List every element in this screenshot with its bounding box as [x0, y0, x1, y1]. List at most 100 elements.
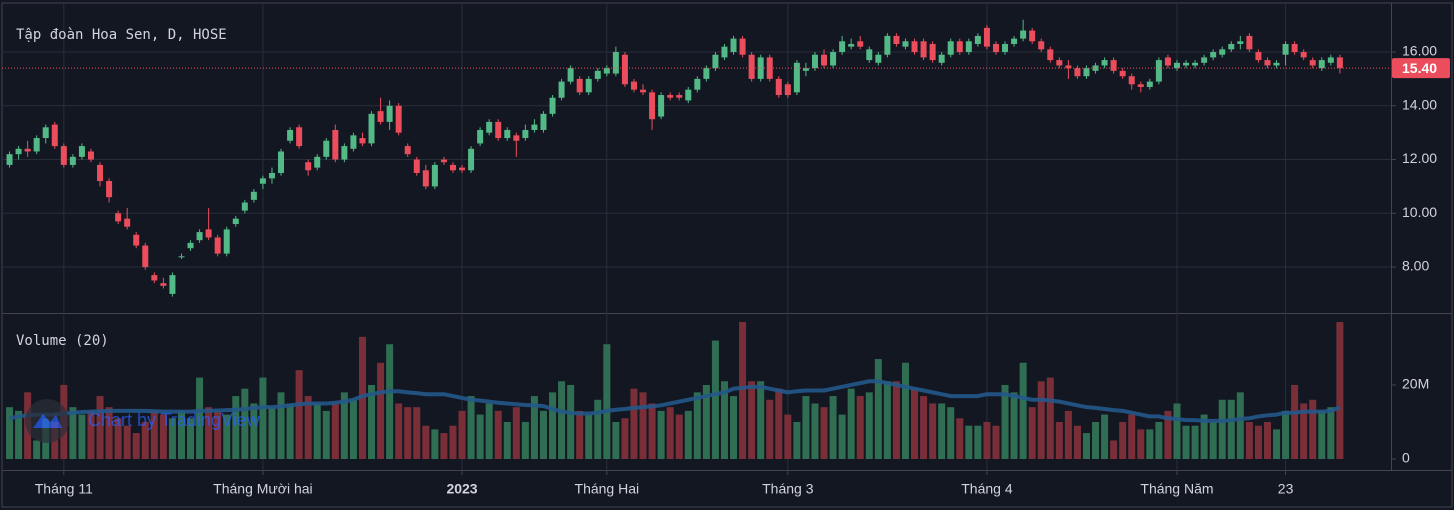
- volume-bar: [956, 418, 964, 459]
- candle-body: [232, 218, 239, 225]
- candle-body: [1002, 43, 1009, 53]
- volume-bar: [168, 418, 176, 459]
- x-tick-label: Tháng 11: [35, 481, 93, 497]
- candle-body: [223, 229, 230, 254]
- volume-bar: [1101, 414, 1109, 459]
- volume-bar: [1064, 410, 1072, 459]
- volume-bar: [549, 392, 557, 459]
- x-tick-label: Tháng Mười hai: [213, 481, 312, 497]
- candle-body: [929, 43, 936, 61]
- candle-body: [24, 148, 31, 152]
- volume-bar: [911, 388, 919, 459]
- volume-bar: [766, 399, 774, 459]
- volume-bar: [585, 414, 593, 459]
- candle-body: [314, 156, 321, 168]
- candle-body: [821, 54, 828, 66]
- candle-body: [1128, 76, 1135, 85]
- volume-bar: [232, 396, 240, 459]
- y2-tick-label: 20M: [1402, 376, 1429, 392]
- candle-body: [1119, 70, 1126, 77]
- candle-body: [830, 52, 837, 66]
- volume-bar: [15, 410, 23, 459]
- volume-bar: [684, 410, 692, 459]
- candle-body: [1219, 49, 1226, 55]
- volume-bar: [1209, 421, 1217, 459]
- volume-bar: [395, 403, 403, 459]
- volume-bar: [503, 421, 511, 459]
- candle-body: [1264, 60, 1271, 66]
- volume-bar: [1282, 410, 1290, 459]
- candle-body: [51, 124, 58, 147]
- volume-bar: [196, 377, 204, 459]
- volume-bar: [1191, 425, 1199, 459]
- candle-body: [33, 138, 40, 152]
- volume-bar: [612, 421, 620, 459]
- volume-bar: [1073, 425, 1081, 459]
- volume-bar: [440, 433, 448, 459]
- volume-bar: [621, 418, 629, 459]
- candle-body: [983, 27, 990, 47]
- volume-bar: [1082, 433, 1090, 459]
- x-tick-label: 2023: [446, 481, 477, 497]
- volume-bar: [33, 440, 41, 459]
- marks: [6, 19, 1344, 459]
- candle-body: [522, 129, 529, 139]
- candle-body: [640, 89, 647, 93]
- candle-body: [350, 135, 357, 149]
- volume-bar: [657, 410, 665, 459]
- candle-body: [540, 113, 547, 130]
- volume-bar: [322, 410, 330, 459]
- volume-bar: [114, 418, 122, 459]
- candle-body: [1020, 30, 1027, 39]
- candle-body: [920, 41, 927, 58]
- volume-bar: [1273, 429, 1281, 459]
- candle-body: [97, 164, 104, 182]
- candle-body: [404, 146, 411, 155]
- volume-bar: [558, 381, 566, 459]
- volume-bar: [159, 414, 167, 459]
- candle-body: [196, 232, 203, 241]
- candle-body: [42, 127, 49, 139]
- candle-body: [875, 54, 882, 63]
- volume-bar: [404, 407, 412, 459]
- candle-body: [78, 146, 85, 157]
- candle-body: [811, 54, 818, 69]
- candle-body: [169, 275, 176, 294]
- volume-bar: [1309, 399, 1317, 459]
- candle-body: [1210, 52, 1217, 58]
- candle-body: [1318, 60, 1325, 69]
- candle-body: [60, 146, 67, 165]
- candle-body: [866, 49, 873, 61]
- volume-bar: [1300, 403, 1308, 459]
- volume-bar: [856, 396, 864, 459]
- candle-body: [69, 156, 76, 165]
- candle-body: [1047, 49, 1054, 61]
- volume-bar: [567, 384, 575, 459]
- candle-body: [712, 54, 719, 69]
- volume-bar: [141, 421, 149, 459]
- volume-bar: [304, 396, 312, 459]
- candle-body: [893, 35, 900, 44]
- volume-bar: [793, 421, 801, 459]
- candle-body: [259, 178, 266, 184]
- y-tick-label: 10.00: [1402, 204, 1437, 220]
- volume-bar: [150, 410, 158, 459]
- volume-bar: [331, 403, 339, 459]
- candle-body: [1164, 57, 1171, 66]
- volume-bar: [286, 403, 294, 459]
- volume-bar: [431, 429, 439, 459]
- volume-bar: [784, 414, 792, 459]
- candle-body: [250, 191, 257, 200]
- volume-bar: [187, 418, 195, 459]
- volume-bar: [223, 414, 231, 459]
- candle-body: [160, 283, 167, 286]
- volume-bar: [720, 381, 728, 459]
- candle-body: [278, 151, 285, 173]
- candle-body: [1137, 84, 1144, 87]
- candle-body: [676, 95, 683, 98]
- volume-bar: [340, 392, 348, 459]
- volume-bar: [1327, 407, 1335, 459]
- candle-body: [205, 229, 212, 238]
